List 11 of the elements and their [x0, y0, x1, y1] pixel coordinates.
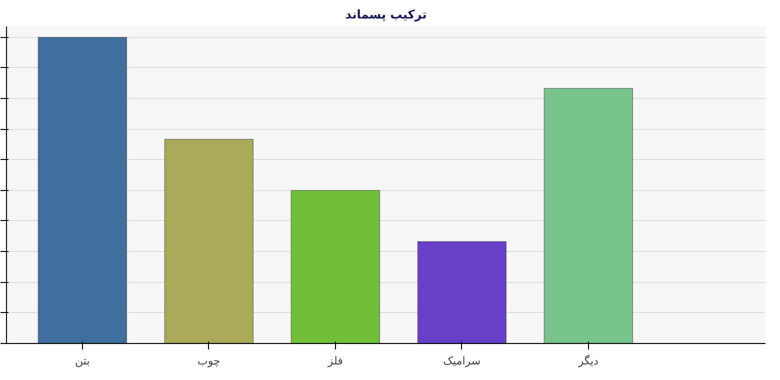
bar: [417, 241, 506, 344]
x-tick-label: دیگر: [577, 354, 599, 368]
bar: [38, 36, 127, 344]
bar: [164, 138, 254, 344]
bar: [290, 190, 380, 344]
chart-title: ترکیب پسماند: [345, 8, 427, 22]
x-tick-label: بتن: [75, 354, 90, 368]
x-tick-label: سرامیک: [443, 354, 481, 368]
x-tick-label: فلز: [326, 354, 343, 368]
x-tick-label: چوب: [197, 354, 220, 368]
bar: [544, 88, 633, 344]
